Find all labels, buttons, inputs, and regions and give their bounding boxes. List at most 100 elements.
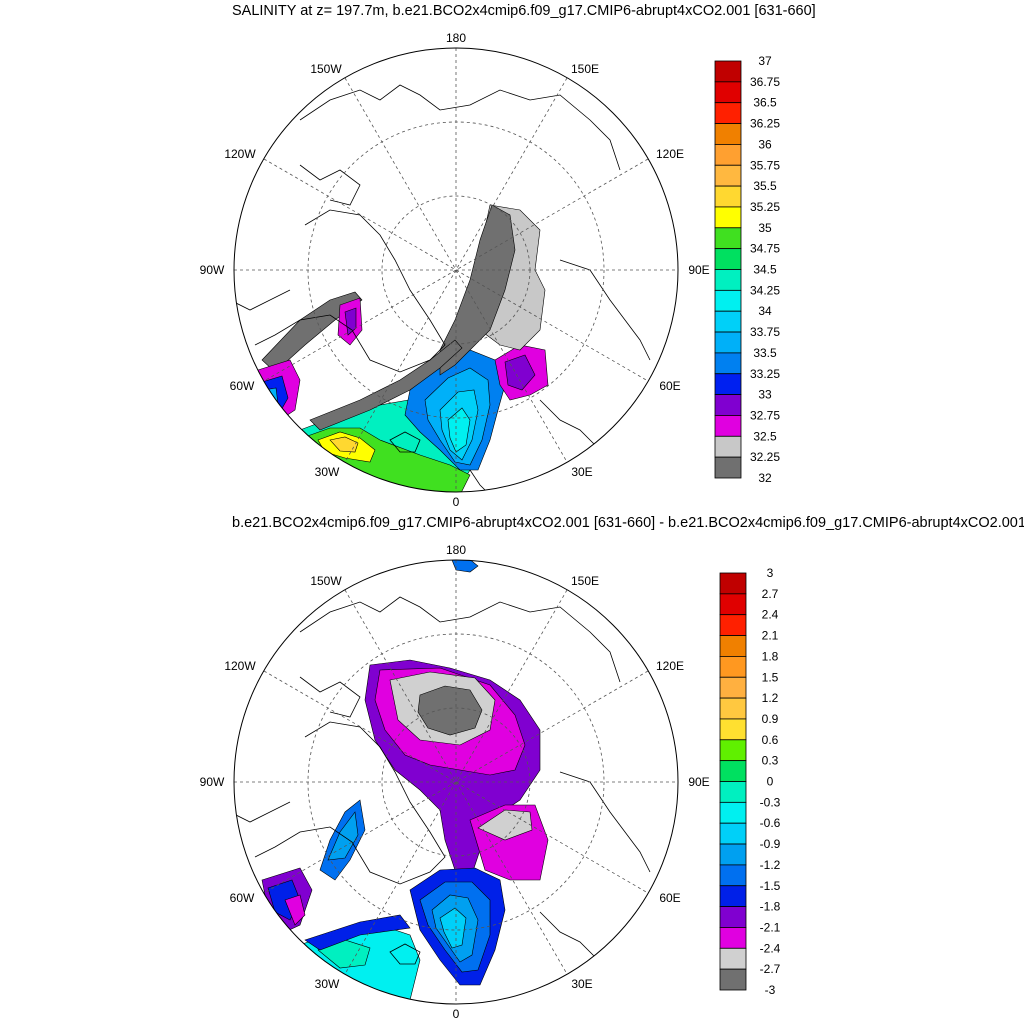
lon-label-90w: 90W xyxy=(200,263,225,277)
lon-label-120w: 120W xyxy=(224,659,256,673)
map-1-graticule xyxy=(234,48,678,492)
colorbar-box xyxy=(714,310,742,333)
map-1: 180 150E 120E 90E 60E 30E 0 30W 60W 90W … xyxy=(200,31,781,509)
colorbar-tick-label: 3 xyxy=(767,566,774,580)
colorbar-box xyxy=(719,676,747,699)
lon-label-150e: 150E xyxy=(571,574,599,588)
field-labrador-cyan xyxy=(263,387,279,409)
colorbar-tick-label: -3 xyxy=(765,983,776,997)
colorbar-box xyxy=(714,60,742,83)
colorbar-tick-label: 0.3 xyxy=(762,754,779,768)
field-kara-grey xyxy=(477,809,533,841)
lon-label-120e: 120E xyxy=(656,659,684,673)
map-2-fields xyxy=(261,560,549,1004)
colorbar-tick-label: 34.25 xyxy=(750,283,780,297)
colorbar-box xyxy=(719,781,747,803)
colorbar-tick-label: 36 xyxy=(758,137,772,151)
colorbar-tick-label: 0.9 xyxy=(762,712,779,726)
colorbar-box xyxy=(719,968,747,991)
lon-label-150w: 150W xyxy=(310,574,342,588)
colorbar-box xyxy=(714,206,742,229)
colorbar-tick-label: 35.25 xyxy=(750,200,780,214)
coastline xyxy=(254,209,446,373)
field-shelf-dark-band xyxy=(309,339,463,431)
colorbar-tick-label: -2.4 xyxy=(760,941,781,955)
colorbar-tick-label: 32.25 xyxy=(750,450,780,464)
colorbar-box xyxy=(714,269,742,291)
coastline xyxy=(234,801,291,823)
field-nordic-seas-gold xyxy=(329,436,359,453)
colorbar-tick-label: 1.8 xyxy=(762,649,779,663)
colorbar-tick-label: 2.4 xyxy=(762,608,779,622)
colorbar-tick-label: 32.5 xyxy=(753,429,777,443)
lon-label-90e: 90E xyxy=(688,263,709,277)
lon-label-120e: 120E xyxy=(656,147,684,161)
colorbar-box xyxy=(714,435,742,458)
colorbar-box xyxy=(719,885,747,908)
colorbar-box xyxy=(714,331,742,354)
colorbar-box xyxy=(714,123,742,145)
colorbar-box xyxy=(714,394,742,416)
colorbar-box xyxy=(719,864,747,887)
colorbar-tick-label: 33 xyxy=(758,388,772,402)
colorbar-tick-label: -2.1 xyxy=(760,920,781,934)
colorbar-box xyxy=(719,593,747,616)
map-2-boundary xyxy=(233,559,679,1005)
colorbar-tick-label: 36.25 xyxy=(750,117,780,131)
coastline xyxy=(299,596,621,683)
lon-label-120w: 120W xyxy=(224,147,256,161)
colorbar-tick-label: -2.7 xyxy=(760,962,781,976)
field-barents-lighter xyxy=(439,907,467,949)
coastline xyxy=(389,943,421,965)
coastline xyxy=(254,721,446,885)
colorbar-tick-label: 36.5 xyxy=(753,96,777,110)
field-labrador-magenta xyxy=(284,894,306,926)
colorbar-tick-label: 32.75 xyxy=(750,408,780,422)
map-1-lon-labels: 180 150E 120E 90E 60E 30E 0 30W 60W 90W … xyxy=(200,31,710,509)
coastline xyxy=(234,289,291,311)
colorbar-tick-label: 35.75 xyxy=(750,158,780,172)
colorbar-box xyxy=(719,906,747,928)
colorbar-box xyxy=(714,456,742,479)
lon-label-150w: 150W xyxy=(310,62,342,76)
colorbar-tick-label: 37 xyxy=(758,54,772,68)
colorbar-tick-label: 2.7 xyxy=(762,587,779,601)
colorbar-tick-label: 36.75 xyxy=(750,75,780,89)
colorbar-box xyxy=(719,947,747,970)
colorbar-tick-label: 35 xyxy=(758,221,772,235)
colorbar-tick-label: 1.5 xyxy=(762,670,779,684)
colorbar-tick-label: -1.2 xyxy=(760,858,781,872)
lon-label-90w: 90W xyxy=(200,775,225,789)
colorbar-box xyxy=(714,81,742,104)
colorbar-tick-label: 2.1 xyxy=(762,629,779,643)
colorbar-tick-label: 1.2 xyxy=(762,691,779,705)
colorbar-tick-label: 35.5 xyxy=(753,179,777,193)
map-1-coastlines xyxy=(234,84,651,492)
coastline xyxy=(559,771,651,873)
coastline xyxy=(299,84,621,171)
colorbar-tick-label: 0.6 xyxy=(762,733,779,747)
field-barents-34.25 xyxy=(447,407,471,453)
colorbar-box xyxy=(714,164,742,187)
map-2-lon-labels: 180 150E 120E 90E 60E 30E 0 30W 60W 90W … xyxy=(200,543,710,1021)
colorbar-box xyxy=(719,822,747,845)
colorbar-box xyxy=(714,102,742,124)
coastline xyxy=(389,431,421,453)
colorbar-box xyxy=(714,373,742,396)
lon-label-0: 0 xyxy=(453,1007,460,1021)
colorbar-tick-label: -0.9 xyxy=(760,837,781,851)
colorbar-box xyxy=(719,656,747,678)
map-1-boundary xyxy=(233,47,679,493)
colorbar-box xyxy=(714,185,742,208)
colorbar-tick-label: 34.75 xyxy=(750,242,780,256)
lon-label-30e: 30E xyxy=(571,465,592,479)
colorbar-box xyxy=(719,614,747,636)
colorbar-box xyxy=(714,289,742,312)
field-nordic-blue xyxy=(304,914,411,951)
colorbar-tick-label: 33.25 xyxy=(750,367,780,381)
lon-label-180: 180 xyxy=(446,543,466,557)
coastline xyxy=(299,676,361,718)
colorbar-tick-label: -1.8 xyxy=(760,900,781,914)
colorbar-box xyxy=(719,572,747,595)
